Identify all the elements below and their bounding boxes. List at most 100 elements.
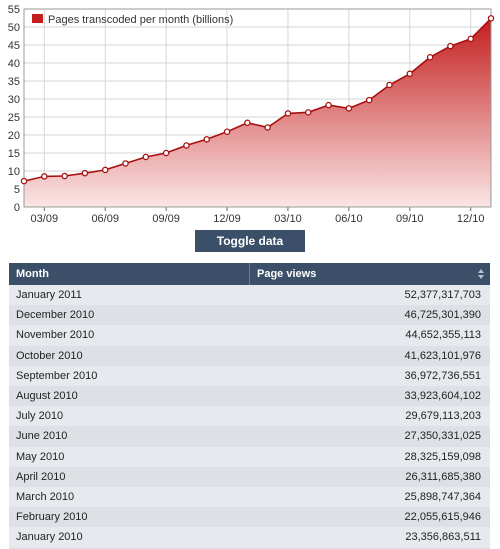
data-point[interactable] — [61, 172, 68, 180]
legend-swatch — [32, 14, 43, 23]
month-cell: April 2010 — [9, 466, 250, 487]
y-tick-label: 0 — [14, 202, 20, 214]
x-tick-label: 06/10 — [335, 213, 363, 225]
table-row: October 2010 41,623,101,976 — [9, 345, 490, 366]
data-point[interactable] — [41, 173, 48, 180]
table-header-row: Month Page views — [9, 263, 490, 285]
table-row: May 2010 28,325,159,098 — [9, 446, 490, 467]
month-cell: December 2010 — [9, 305, 250, 326]
month-cell: March 2010 — [9, 486, 250, 508]
views-cell: 44,652,355,113 — [249, 325, 490, 346]
data-point[interactable] — [162, 149, 170, 157]
pages-chart: 0 5 10 15 20 25 30 35 40 45 50 55 03/09 06/09 09/09 12/… — [8, 4, 495, 225]
data-point[interactable] — [406, 70, 414, 78]
views-cell: 52,377,317,703 — [249, 285, 490, 306]
page-views-column-header[interactable]: Page views — [249, 263, 490, 285]
page-views-header-label: Page views — [257, 268, 317, 280]
month-cell: June 2010 — [9, 426, 250, 447]
data-point[interactable] — [447, 42, 454, 50]
y-tick-label: 25 — [8, 112, 20, 124]
data-point[interactable] — [426, 53, 434, 61]
table-row: January 2011 52,377,317,703 — [9, 285, 490, 306]
month-cell: July 2010 — [9, 406, 250, 427]
data-point[interactable] — [305, 109, 312, 116]
x-tick-label: 12/09 — [213, 213, 241, 225]
chart-markers — [20, 15, 495, 185]
y-tick-label: 10 — [8, 166, 20, 178]
data-point[interactable] — [142, 153, 150, 161]
table-row: March 2010 25,898,747,364 — [9, 486, 490, 508]
y-tick-label: 30 — [8, 94, 20, 106]
x-tick-label: 12/10 — [457, 213, 485, 225]
table-row: August 2010 33,923,604,102 — [9, 385, 490, 407]
x-tick-label: 03/10 — [274, 213, 302, 225]
views-cell: 46,725,301,390 — [249, 305, 490, 326]
views-cell: 36,972,736,551 — [249, 365, 490, 386]
table-row: June 2010 27,350,331,025 — [9, 426, 490, 447]
data-point[interactable] — [325, 101, 332, 109]
legend-label: Pages transcoded per month (billions) — [48, 14, 233, 26]
data-point[interactable] — [81, 169, 89, 177]
data-point[interactable] — [20, 177, 28, 185]
month-column-header[interactable]: Month — [9, 263, 250, 285]
data-point[interactable] — [122, 160, 129, 167]
chart-area — [23, 17, 492, 208]
page-views-table: Month Page views January 2011 52,377,317,… — [9, 263, 490, 548]
series-area-fill — [24, 18, 491, 208]
x-tick-label: 06/09 — [91, 213, 119, 225]
data-point[interactable] — [183, 142, 190, 149]
table-row: July 2010 29,679,113,203 — [9, 406, 490, 427]
data-point[interactable] — [386, 81, 393, 89]
table-row: January 2010 23,356,863,511 — [9, 527, 490, 548]
x-tick-label: 09/09 — [152, 213, 180, 225]
month-cell: May 2010 — [9, 446, 250, 467]
table-row: February 2010 22,055,615,946 — [9, 507, 490, 528]
month-cell: September 2010 — [9, 365, 250, 386]
y-tick-label: 50 — [8, 22, 20, 34]
x-tick-label: 09/10 — [396, 213, 424, 225]
month-cell: February 2010 — [9, 507, 250, 528]
table-row: November 2010 44,652,355,113 — [9, 325, 490, 346]
y-tick-label: 40 — [8, 58, 20, 70]
sort-icon[interactable] — [478, 269, 484, 279]
data-point[interactable] — [487, 15, 495, 22]
data-point[interactable] — [264, 124, 271, 131]
y-tick-label: 45 — [8, 40, 20, 52]
views-cell: 29,679,113,203 — [249, 406, 490, 427]
data-point[interactable] — [223, 128, 231, 136]
views-cell: 33,923,604,102 — [249, 385, 490, 407]
data-point[interactable] — [244, 119, 251, 127]
views-cell: 28,325,159,098 — [249, 446, 490, 467]
toggle-data-visibility-button[interactable]: Toggle data visibility — [195, 230, 305, 270]
views-cell: 27,350,331,025 — [249, 426, 490, 447]
data-point[interactable] — [467, 35, 474, 43]
views-cell: 23,356,863,511 — [249, 527, 490, 548]
table-row: September 2010 36,972,736,551 — [9, 365, 490, 386]
table-row: December 2010 46,725,301,390 — [9, 305, 490, 326]
y-tick-label: 35 — [8, 76, 20, 88]
data-point[interactable] — [284, 110, 292, 117]
y-tick-label: 15 — [8, 148, 20, 160]
views-cell: 22,055,615,946 — [249, 507, 490, 528]
month-cell: October 2010 — [9, 345, 250, 366]
views-cell: 41,623,101,976 — [249, 345, 490, 366]
month-cell: January 2010 — [9, 527, 250, 548]
data-point[interactable] — [365, 96, 373, 104]
y-tick-label: 20 — [8, 130, 20, 142]
page-views-table-container: Month Page views January 2011 52,377,317,… — [9, 263, 490, 549]
plot-frame — [23, 8, 492, 208]
chart-legend[interactable]: Pages transcoded per month (billions) — [32, 14, 233, 26]
views-cell: 25,898,747,364 — [249, 486, 490, 508]
y-tick-label: 55 — [8, 4, 20, 16]
data-point[interactable] — [203, 136, 210, 143]
views-cell: 26,311,685,380 — [249, 466, 490, 487]
table-row: April 2010 26,311,685,380 — [9, 466, 490, 487]
month-cell: January 2011 — [9, 285, 250, 306]
chart-axes: 0 5 10 15 20 25 30 35 40 45 50 55 03/09 06/09 09/09 12/… — [8, 4, 492, 225]
y-tick-label: 5 — [14, 184, 20, 196]
month-cell: November 2010 — [9, 325, 250, 346]
series-line — [23, 17, 492, 182]
data-point[interactable] — [345, 105, 353, 112]
x-tick-label: 03/09 — [31, 213, 59, 225]
data-point[interactable] — [101, 166, 109, 174]
